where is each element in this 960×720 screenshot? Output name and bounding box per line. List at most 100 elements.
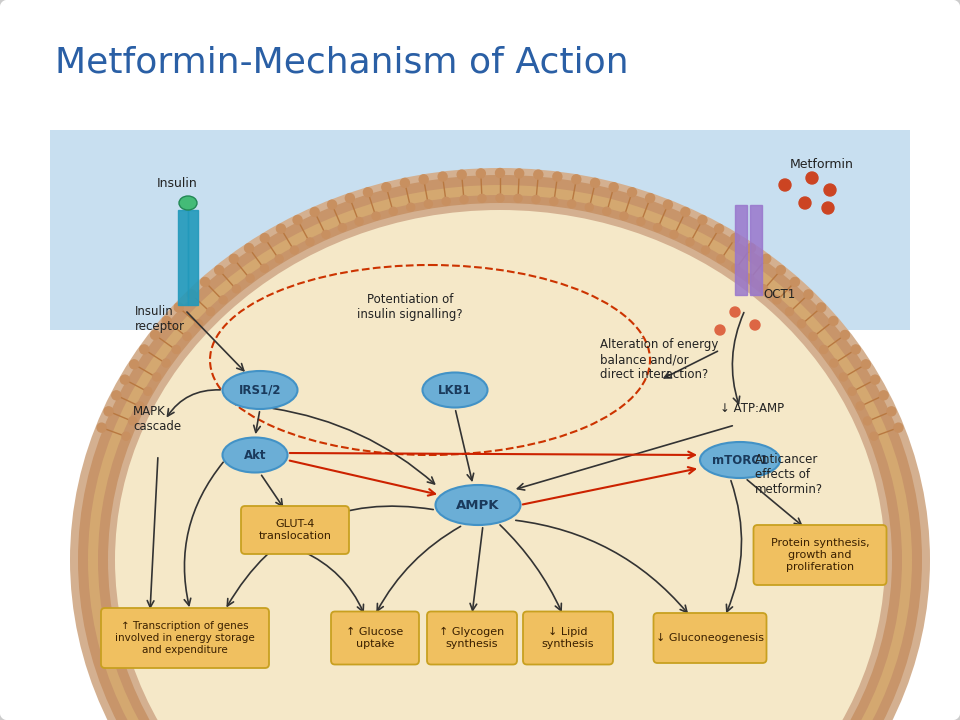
Circle shape	[534, 170, 542, 179]
Circle shape	[628, 188, 636, 197]
Circle shape	[229, 254, 238, 264]
Circle shape	[424, 200, 432, 208]
Circle shape	[799, 197, 811, 209]
Circle shape	[232, 285, 240, 293]
Circle shape	[144, 387, 152, 395]
Text: Insulin: Insulin	[157, 177, 198, 190]
Circle shape	[887, 407, 896, 416]
FancyBboxPatch shape	[427, 611, 517, 665]
Circle shape	[306, 238, 314, 246]
Circle shape	[111, 391, 121, 400]
Circle shape	[828, 317, 838, 325]
Circle shape	[310, 207, 319, 217]
Circle shape	[201, 277, 209, 287]
Text: MAPK
cascade: MAPK cascade	[133, 405, 181, 433]
FancyBboxPatch shape	[523, 611, 613, 665]
Circle shape	[162, 317, 171, 325]
Circle shape	[219, 296, 228, 304]
Circle shape	[120, 375, 130, 384]
Circle shape	[663, 200, 672, 209]
Circle shape	[443, 197, 450, 205]
Circle shape	[686, 238, 694, 246]
Circle shape	[129, 417, 136, 425]
Circle shape	[870, 432, 878, 440]
Text: ↓ Lipid
synthesis: ↓ Lipid synthesis	[541, 627, 594, 649]
Ellipse shape	[78, 175, 922, 720]
Ellipse shape	[422, 372, 488, 408]
Circle shape	[681, 207, 690, 217]
Bar	[735, 205, 747, 295]
Ellipse shape	[88, 185, 912, 720]
Circle shape	[400, 179, 409, 187]
Text: Anticancer
effects of
metformin?: Anticancer effects of metformin?	[755, 453, 823, 496]
Circle shape	[476, 169, 486, 178]
Circle shape	[532, 196, 540, 204]
Circle shape	[460, 196, 468, 204]
Ellipse shape	[70, 168, 930, 720]
Text: AMPK: AMPK	[456, 498, 500, 511]
Circle shape	[153, 373, 160, 381]
Circle shape	[798, 320, 805, 328]
Ellipse shape	[98, 195, 902, 720]
Circle shape	[761, 254, 771, 264]
Circle shape	[420, 175, 428, 184]
Circle shape	[104, 407, 113, 416]
Circle shape	[840, 330, 850, 339]
Circle shape	[382, 183, 391, 192]
Circle shape	[871, 375, 879, 384]
FancyBboxPatch shape	[331, 611, 419, 665]
Circle shape	[654, 224, 661, 232]
Circle shape	[698, 215, 707, 225]
Circle shape	[276, 224, 285, 233]
Circle shape	[636, 217, 645, 225]
Circle shape	[824, 184, 836, 196]
Circle shape	[747, 243, 756, 253]
Text: mTORC1: mTORC1	[712, 454, 768, 467]
Circle shape	[715, 325, 725, 335]
Bar	[178, 210, 188, 305]
Circle shape	[804, 290, 813, 299]
Text: Metformin: Metformin	[790, 158, 853, 171]
Circle shape	[162, 359, 170, 367]
Ellipse shape	[115, 210, 885, 720]
Circle shape	[894, 423, 903, 432]
Circle shape	[175, 303, 183, 312]
Polygon shape	[50, 130, 910, 330]
Circle shape	[407, 203, 415, 211]
Circle shape	[714, 224, 724, 233]
FancyBboxPatch shape	[241, 506, 349, 554]
Circle shape	[122, 432, 130, 440]
FancyBboxPatch shape	[754, 525, 886, 585]
Circle shape	[759, 285, 768, 293]
Circle shape	[130, 360, 138, 369]
Circle shape	[260, 264, 269, 272]
Circle shape	[290, 246, 299, 254]
Circle shape	[514, 194, 522, 202]
Circle shape	[717, 255, 725, 263]
Text: OCT1: OCT1	[763, 288, 795, 301]
Circle shape	[457, 170, 467, 179]
Circle shape	[856, 402, 864, 410]
Text: Protein synthesis,
growth and
proliferation: Protein synthesis, growth and proliferat…	[771, 539, 870, 572]
Ellipse shape	[80, 180, 920, 720]
Circle shape	[863, 417, 872, 425]
Circle shape	[322, 230, 330, 238]
Text: LKB1: LKB1	[438, 384, 472, 397]
Circle shape	[603, 207, 611, 215]
Circle shape	[355, 217, 363, 225]
Circle shape	[246, 274, 254, 282]
Ellipse shape	[436, 485, 520, 525]
Circle shape	[610, 183, 618, 192]
Circle shape	[702, 246, 709, 254]
Circle shape	[785, 307, 794, 315]
Circle shape	[206, 307, 214, 315]
Circle shape	[364, 188, 372, 197]
Circle shape	[293, 215, 302, 225]
Text: Potentiation of
insulin signalling?: Potentiation of insulin signalling?	[357, 293, 463, 321]
Ellipse shape	[179, 196, 197, 210]
Text: Akt: Akt	[244, 449, 266, 462]
Circle shape	[135, 402, 144, 410]
Text: ↑ Transcription of genes
involved in energy storage
and expenditure: ↑ Transcription of genes involved in ene…	[115, 621, 254, 654]
Circle shape	[732, 264, 739, 272]
Ellipse shape	[223, 438, 287, 472]
